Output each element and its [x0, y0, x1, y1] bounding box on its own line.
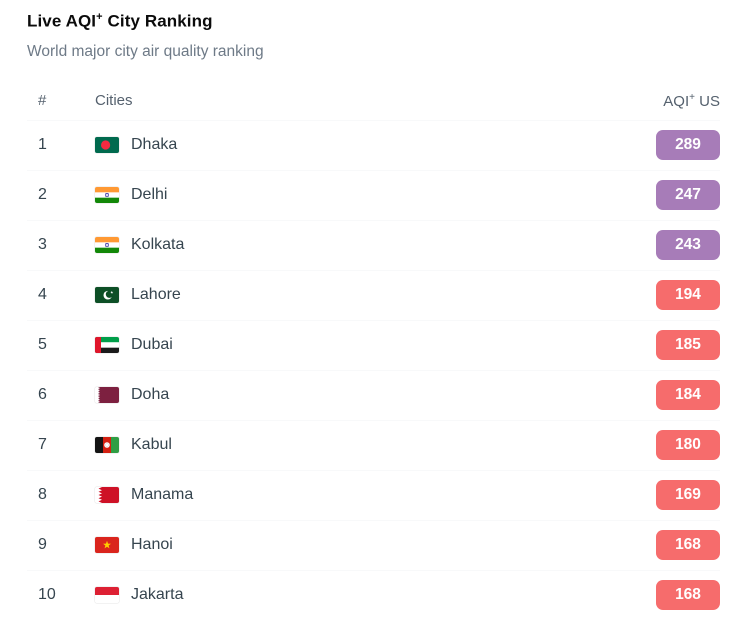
- flag-icon-india: [95, 187, 119, 204]
- page-title-text: Live AQI: [27, 11, 97, 31]
- flag-icon-pakistan: [95, 287, 119, 304]
- flag-icon-qatar: [95, 387, 119, 404]
- page-title-text2: City Ranking: [102, 11, 213, 31]
- page-title: Live AQI+ City Ranking: [27, 5, 720, 34]
- ranking-row[interactable]: 5 Dubai 185: [27, 319, 720, 370]
- city-name: Kabul: [131, 436, 172, 454]
- ranking-row[interactable]: 9 Hanoi 168: [27, 519, 720, 570]
- flag-icon-indonesia: [95, 587, 119, 604]
- aqi-badge: 247: [656, 180, 720, 211]
- rank-number: 9: [38, 536, 47, 554]
- page-title-sup: +: [96, 11, 103, 23]
- aqi-badge: 289: [656, 130, 720, 161]
- aqi-badge: 168: [656, 580, 720, 611]
- aqi-badge: 243: [656, 230, 720, 261]
- ranking-row[interactable]: 1 Dhaka 289: [27, 119, 720, 170]
- aqi-badge: 185: [656, 330, 720, 361]
- ranking-row[interactable]: 3 Kolkata 243: [27, 219, 720, 270]
- rank-number: 4: [38, 286, 47, 304]
- column-header-aqi: AQI+ US: [663, 91, 720, 110]
- ranking-row[interactable]: 7 Kabul 180: [27, 419, 720, 470]
- column-header-cities: Cities: [95, 92, 133, 110]
- flag-icon-vietnam: [95, 537, 119, 554]
- rank-number: 5: [38, 336, 47, 354]
- flag-icon-india: [95, 237, 119, 254]
- ranking-row[interactable]: 2 Delhi 247: [27, 169, 720, 220]
- ranking-table-body: 1 Dhaka 289 2 Delhi 247 3 Kolkata 243 4 …: [27, 119, 720, 620]
- rank-number: 8: [38, 486, 47, 504]
- aqi-badge: 184: [656, 380, 720, 411]
- city-name: Doha: [131, 386, 170, 404]
- ranking-row[interactable]: 6 Doha 184: [27, 369, 720, 420]
- ranking-row[interactable]: 4 Lahore 194: [27, 269, 720, 320]
- flag-icon-uae: [95, 337, 119, 354]
- ranking-row[interactable]: 8 Manama 169: [27, 469, 720, 520]
- aqi-badge: 169: [656, 480, 720, 511]
- city-name: Delhi: [131, 186, 168, 204]
- aqi-badge: 194: [656, 280, 720, 311]
- city-name: Hanoi: [131, 536, 173, 554]
- column-header-rank: #: [38, 92, 47, 110]
- ranking-row[interactable]: 10 Jakarta 168: [27, 569, 720, 620]
- page-subtitle: World major city air quality ranking: [27, 42, 264, 60]
- flag-icon-bahrain: [95, 487, 119, 504]
- rank-number: 1: [38, 136, 47, 154]
- city-name: Jakarta: [131, 586, 184, 604]
- aqi-badge: 168: [656, 530, 720, 561]
- city-name: Manama: [131, 486, 194, 504]
- flag-icon-afghanistan: [95, 437, 119, 454]
- aqi-badge: 180: [656, 430, 720, 461]
- city-name: Kolkata: [131, 236, 185, 254]
- city-name: Dhaka: [131, 136, 178, 154]
- table-header: # Cities AQI+ US: [27, 87, 720, 115]
- rank-number: 6: [38, 386, 47, 404]
- rank-number: 3: [38, 236, 47, 254]
- rank-number: 2: [38, 186, 47, 204]
- flag-icon-bangladesh: [95, 137, 119, 154]
- rank-number: 7: [38, 436, 47, 454]
- rank-number: 10: [38, 586, 56, 604]
- city-name: Lahore: [131, 286, 181, 304]
- city-name: Dubai: [131, 336, 173, 354]
